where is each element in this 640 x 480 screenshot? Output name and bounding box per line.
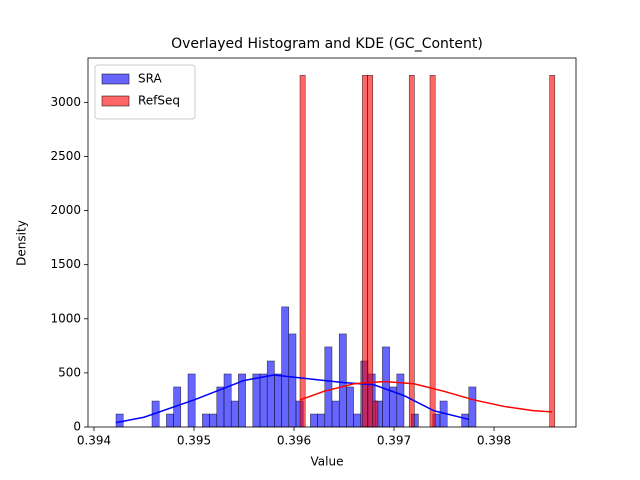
histogram-bar: [362, 75, 368, 428]
histogram-bar: [230, 400, 239, 428]
histogram-bar: [266, 360, 275, 428]
histogram-bar: [338, 333, 347, 428]
y-tick-label: 2000: [50, 203, 81, 217]
histogram-bar: [274, 373, 282, 428]
y-tick-label: 500: [58, 365, 81, 379]
kde-line: [299, 380, 553, 413]
chart-title: Overlayed Histogram and KDE (GC_Content): [171, 36, 483, 52]
histogram-bar: [468, 386, 477, 428]
legend-label: RefSeq: [138, 94, 180, 108]
histogram-bar: [252, 373, 261, 428]
y-axis-label: Density: [15, 220, 29, 266]
histogram-bar: [299, 75, 306, 428]
histogram-bar: [317, 413, 326, 428]
x-tick-label: 0.395: [177, 434, 211, 448]
histogram-bar: [367, 75, 374, 428]
legend-swatch: [101, 73, 130, 85]
histogram-bar: [429, 75, 436, 428]
histogram-bar: [209, 413, 218, 428]
histogram-bar: [202, 413, 210, 428]
y-tick-label: 1500: [50, 257, 81, 271]
histogram-bar: [115, 413, 124, 428]
histogram-bar: [310, 413, 318, 428]
histogram-bar: [324, 346, 333, 428]
histogram-bar: [166, 413, 174, 428]
histogram-bar: [216, 386, 225, 428]
x-tick-label: 0.394: [77, 434, 111, 448]
legend-swatch: [101, 95, 130, 107]
histogram-bar: [331, 400, 340, 428]
histogram-bar: [288, 333, 297, 428]
histogram-bar: [382, 346, 390, 428]
x-tick-label: 0.398: [477, 434, 511, 448]
y-tick-label: 3000: [50, 95, 81, 109]
histogram-bar: [461, 413, 470, 428]
histogram-bar: [259, 373, 268, 428]
y-tick-label: 2500: [50, 149, 81, 163]
y-tick-label: 1000: [50, 311, 81, 325]
legend-label: SRA: [138, 72, 162, 86]
x-tick-label: 0.396: [277, 434, 311, 448]
histogram-bar: [223, 373, 232, 428]
histogram-bar: [372, 400, 379, 428]
plot-frame: [87, 57, 577, 428]
x-axis-label: Value: [311, 455, 344, 469]
histogram-bar: [346, 386, 354, 428]
histogram-bar: [353, 413, 362, 428]
kde-line: [115, 374, 470, 424]
histogram-bar: [549, 75, 556, 428]
histogram-bar: [408, 75, 415, 428]
x-tick-label: 0.397: [377, 434, 411, 448]
histogram-bar: [281, 306, 290, 428]
y-tick-label: 0: [73, 420, 81, 434]
